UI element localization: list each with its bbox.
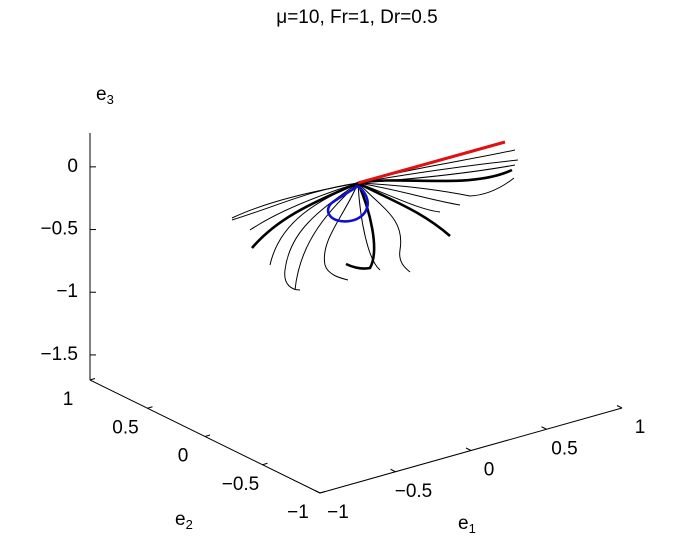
z-tick-label: −1.5: [40, 344, 78, 365]
chart-title: μ=10, Fr=1, Dr=0.5: [276, 7, 437, 28]
x-tick-label: −1: [327, 502, 349, 523]
z-label-sub: 3: [107, 92, 114, 107]
curves: [231, 140, 519, 291]
z-label-base: e: [96, 84, 107, 105]
x-tick: [616, 405, 623, 409]
y-tick-label: −1: [287, 502, 309, 523]
curve: [357, 182, 381, 271]
x-tick-label: 0.5: [551, 438, 577, 459]
curve: [231, 182, 359, 221]
x-tick-label: 0: [484, 460, 495, 481]
z-label: e3: [96, 84, 114, 107]
x-tick: [314, 490, 321, 494]
red-line: [357, 140, 506, 185]
x-tick: [465, 447, 472, 451]
y-tick-label: 0.5: [112, 417, 138, 438]
y-tick: [89, 378, 96, 381]
x-tick: [541, 426, 547, 430]
curve: [357, 182, 441, 213]
curve: [357, 182, 411, 273]
curve: [357, 181, 451, 237]
x-label-sub: 1: [469, 521, 476, 536]
curve: [323, 182, 359, 281]
y-label-sub: 2: [186, 517, 193, 532]
y-tick-label: 1: [63, 389, 74, 410]
z-tick-label: 0: [67, 156, 78, 177]
curve: [357, 168, 513, 185]
curve: [357, 182, 461, 206]
y-label: e2: [175, 509, 193, 532]
curve: [357, 177, 515, 197]
x-tick-label: 1: [635, 417, 646, 438]
x-tick-label: −0.5: [395, 481, 433, 502]
z-tick-label: −0.5: [40, 219, 78, 240]
x-label-base: e: [458, 513, 469, 534]
y-tick-label: −0.5: [222, 474, 260, 495]
loop-curve: [326, 184, 369, 223]
y-tick: [204, 434, 211, 437]
curve: [249, 182, 359, 231]
x-label: e1: [458, 513, 476, 536]
curve: [251, 181, 359, 249]
curve: [345, 182, 376, 270]
y-tick: [319, 491, 326, 494]
y-tick: [262, 462, 268, 466]
y-label-base: e: [175, 509, 186, 530]
x-tick: [390, 468, 396, 473]
z-tick-label: −1: [56, 281, 78, 302]
y-tick-label: 0: [178, 446, 189, 467]
y-tick: [147, 406, 153, 409]
